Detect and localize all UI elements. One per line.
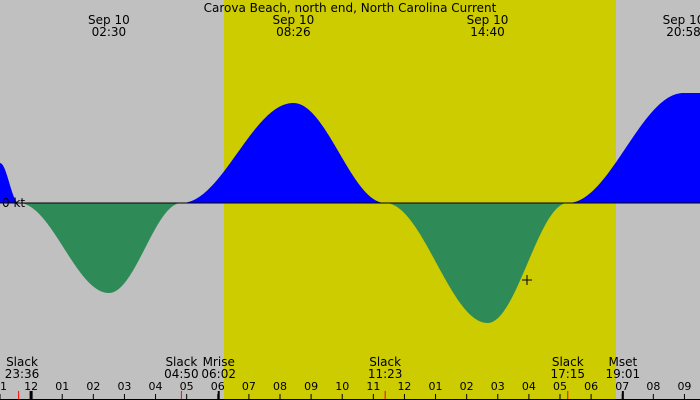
ebb-area-3 bbox=[385, 203, 569, 323]
event-label-1: Slack bbox=[165, 355, 197, 369]
x-tick-label-15: 02 bbox=[460, 380, 474, 393]
extreme-date-3: Sep 10 bbox=[663, 13, 700, 27]
x-tick-label-8: 07 bbox=[242, 380, 256, 393]
current-areas bbox=[0, 93, 700, 323]
zero-label: 0 kt bbox=[2, 196, 25, 210]
event-time-4: 17:15 bbox=[550, 367, 585, 381]
x-axis: 11 12 01 02 03 04 05 06 07 08 09 10 11 12 01 02 03 04 05 06… bbox=[0, 380, 691, 399]
event-time-2: 06:02 bbox=[201, 367, 236, 381]
event-label-3: Slack bbox=[369, 355, 401, 369]
x-tick-label-20: 07 bbox=[615, 380, 629, 393]
event-label-0: Slack bbox=[6, 355, 38, 369]
x-tick-label-5: 04 bbox=[149, 380, 163, 393]
flood-area-4 bbox=[568, 93, 700, 203]
event-label-2: Mrise bbox=[203, 355, 235, 369]
x-tick-label-12: 11 bbox=[366, 380, 380, 393]
x-tick-label-18: 05 bbox=[553, 380, 567, 393]
x-tick-label-6: 05 bbox=[180, 380, 194, 393]
extreme-date-1: Sep 10 bbox=[273, 13, 315, 27]
extreme-time-3: 20:58 bbox=[666, 25, 700, 39]
ebb-area-1 bbox=[19, 203, 182, 293]
flood-area-2 bbox=[181, 103, 386, 203]
x-tick-label-11: 10 bbox=[335, 380, 349, 393]
x-tick-label-10: 09 bbox=[304, 380, 318, 393]
extreme-time-0: 02:30 bbox=[92, 25, 127, 39]
x-tick-label-14: 01 bbox=[429, 380, 443, 393]
event-time-0: 23:36 bbox=[5, 367, 40, 381]
x-tick-label-19: 06 bbox=[584, 380, 598, 393]
event-time-3: 11:23 bbox=[368, 367, 403, 381]
x-tick-label-2: 01 bbox=[55, 380, 69, 393]
event-time-1: 04:50 bbox=[164, 367, 199, 381]
flood-area-0 bbox=[0, 163, 20, 203]
event-label-5: Mset bbox=[608, 355, 637, 369]
x-tick-label-0: 11 bbox=[0, 380, 7, 393]
event-labels: Slack23:36Slack04:50Mrise06:02Slack11:23… bbox=[5, 355, 640, 399]
x-tick-label-4: 03 bbox=[117, 380, 131, 393]
x-tick-label-13: 12 bbox=[397, 380, 411, 393]
event-label-4: Slack bbox=[552, 355, 584, 369]
x-tick-label-21: 08 bbox=[646, 380, 660, 393]
x-tick-label-17: 04 bbox=[522, 380, 536, 393]
event-time-5: 19:01 bbox=[606, 367, 641, 381]
chart-title: Carova Beach, north end, North Carolina … bbox=[204, 1, 497, 15]
x-tick-label-22: 09 bbox=[677, 380, 691, 393]
x-tick-label-7: 06 bbox=[211, 380, 225, 393]
x-tick-label-1: 12 bbox=[24, 380, 38, 393]
crosshair-cursor bbox=[522, 275, 532, 285]
x-tick-label-16: 03 bbox=[491, 380, 505, 393]
extreme-date-2: Sep 10 bbox=[467, 13, 509, 27]
extreme-date-0: Sep 10 bbox=[88, 13, 130, 27]
x-tick-label-9: 08 bbox=[273, 380, 287, 393]
x-tick-label-3: 02 bbox=[86, 380, 100, 393]
extreme-time-1: 08:26 bbox=[276, 25, 311, 39]
extreme-time-2: 14:40 bbox=[470, 25, 505, 39]
